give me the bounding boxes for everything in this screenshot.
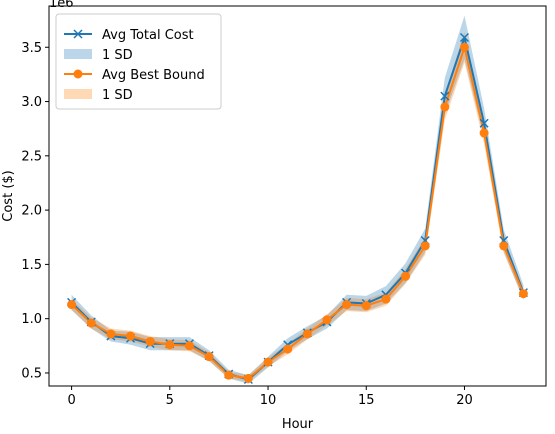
data-point-dot [479, 128, 489, 138]
data-point-dot [401, 271, 411, 281]
y-tick-label: 1.0 [21, 312, 42, 327]
y-tick-label: 2.0 [21, 204, 42, 219]
y-tick-label: 1.5 [21, 258, 42, 273]
x-tick-label: 0 [67, 393, 75, 408]
legend-band-swatch [64, 89, 92, 99]
data-point-x-marker [459, 32, 470, 43]
y-tick-label: 3.5 [21, 41, 42, 56]
legend-label: Avg Total Cost [102, 28, 194, 43]
legend: Avg Total Cost 1 SD Avg Best Bound 1 SD [55, 13, 222, 110]
legend-dot-marker [73, 69, 83, 79]
legend-band-swatch [64, 49, 92, 59]
data-point-dot [381, 294, 391, 304]
data-point-dot [165, 340, 175, 350]
legend-label: 1 SD [102, 48, 133, 63]
x-axis-label: Hour [282, 417, 314, 432]
x-tick-label: 20 [456, 393, 473, 408]
y-tick-label: 0.5 [21, 366, 42, 381]
data-point-dot [263, 357, 273, 367]
data-point-dot [145, 336, 155, 346]
data-point-dot [67, 300, 77, 310]
data-point-dot [322, 315, 332, 325]
x-tick-label: 10 [260, 393, 277, 408]
y-axis-ticks: 0.5 1.0 1.5 2.0 2.5 3.0 3.5 [21, 41, 49, 381]
data-point-dot [204, 352, 214, 362]
x-tick-label: 5 [166, 393, 174, 408]
data-point-dot [126, 331, 136, 341]
data-point-dot [302, 329, 312, 339]
data-point-dot [440, 102, 450, 112]
plot-frame [48, 5, 547, 387]
data-point-dot [243, 373, 253, 383]
data-point-dot [224, 370, 234, 380]
legend-x-marker [73, 29, 83, 39]
legend-label: 1 SD [102, 88, 133, 103]
y-axis-label: Cost ($) [1, 170, 16, 221]
data-point-dot [342, 300, 352, 310]
x-axis-ticks: 0 5 10 15 20 [67, 386, 473, 408]
y-offset-text: 1e6 [49, 0, 74, 11]
legend-box [55, 13, 222, 110]
legend-label: Avg Best Bound [102, 68, 205, 83]
data-point-x-marker [479, 118, 489, 128]
data-point-dot [86, 318, 96, 328]
series-markers [67, 32, 528, 385]
data-point-dot [518, 289, 528, 299]
data-point-dot [499, 241, 509, 251]
data-point-dot [106, 329, 116, 339]
data-point-x-marker [440, 91, 450, 101]
y-tick-label: 3.0 [21, 95, 42, 110]
data-point-dot [420, 241, 430, 251]
x-tick-label: 15 [358, 393, 375, 408]
data-point-dot [459, 42, 469, 52]
data-point-dot [184, 341, 194, 351]
y-tick-label: 2.5 [21, 149, 42, 164]
data-point-dot [283, 344, 293, 354]
data-point-dot [361, 301, 371, 311]
